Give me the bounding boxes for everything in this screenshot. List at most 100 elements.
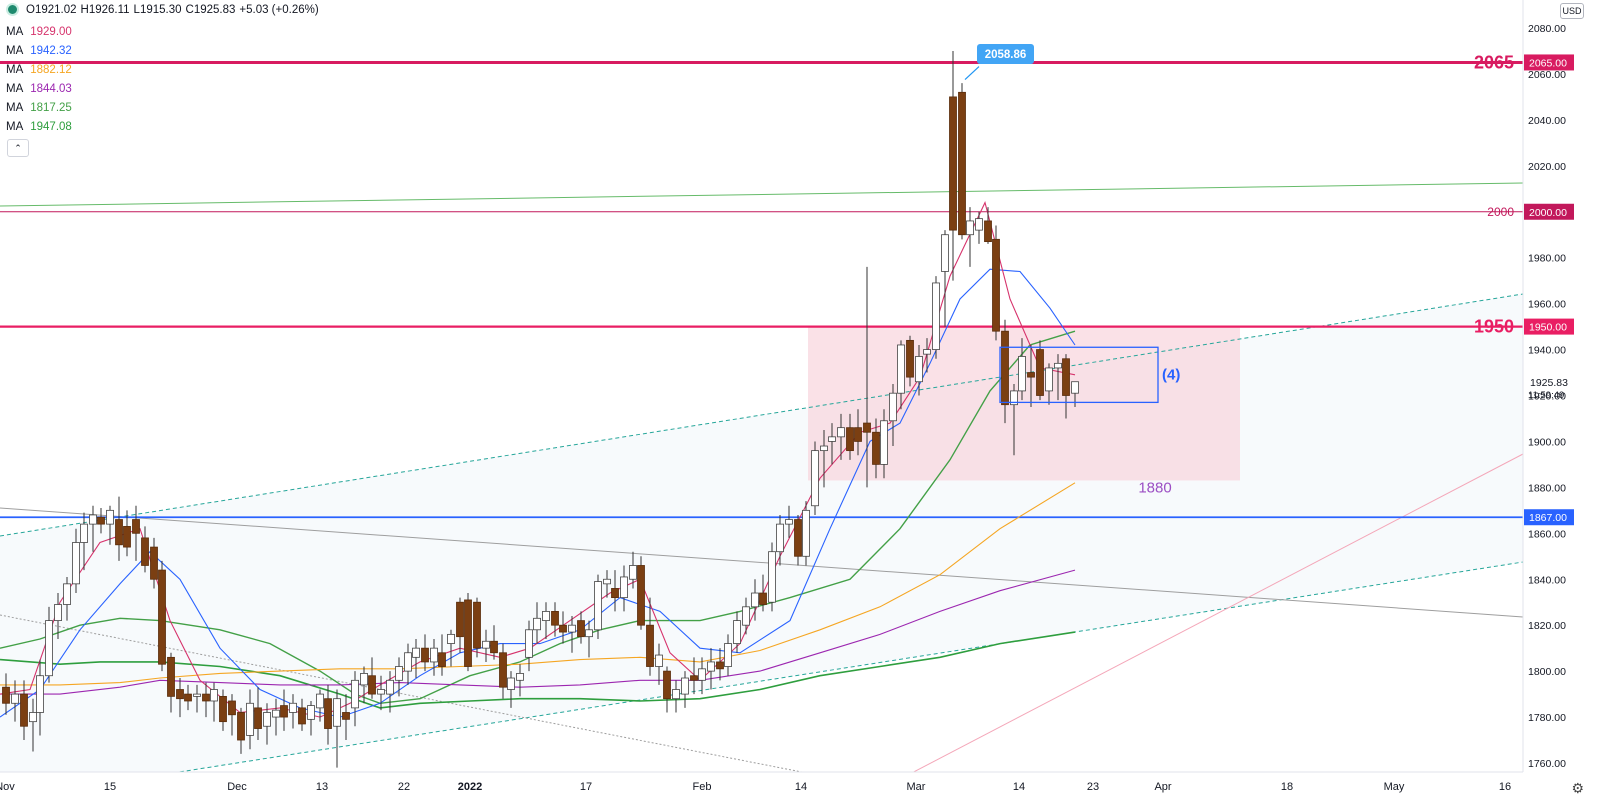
ma-row[interactable]: MA 1882.12: [6, 61, 72, 80]
ma-value: 1942.32: [30, 45, 72, 57]
candle-body: [768, 551, 776, 603]
candle-body: [298, 707, 306, 725]
candle-body: [115, 519, 123, 546]
time-tick-label: Feb: [693, 781, 712, 793]
candle-body: [351, 679, 359, 709]
candle-body: [759, 592, 767, 605]
candle-body: [949, 96, 957, 231]
candle-body: [742, 606, 750, 626]
candle-body: [80, 523, 88, 543]
price-tick-label: 1840.00: [1528, 574, 1566, 586]
candle-body: [906, 339, 914, 378]
candle-body: [507, 677, 515, 690]
candle-body: [2, 686, 10, 704]
ma-row[interactable]: MA 1844.03: [6, 80, 72, 99]
time-tick-label: 23: [1087, 781, 1099, 793]
ma-value: 1882.12: [30, 64, 72, 76]
time-tick-label: Apr: [1154, 781, 1171, 793]
candle-body: [663, 670, 671, 700]
price-tick-label: 2080.00: [1528, 23, 1566, 35]
price-level-badge: [1524, 509, 1574, 526]
ma-row[interactable]: MA 1817.25: [6, 99, 72, 118]
time-tick-label: Dec: [227, 781, 247, 793]
descending-trendline: [0, 507, 1524, 618]
candle-body: [438, 652, 446, 667]
candle-body: [707, 661, 715, 672]
candle-body: [1018, 356, 1026, 392]
bar-countdown-label: 11:59:49: [1528, 390, 1564, 401]
candle-body: [464, 599, 472, 667]
candle-body: [716, 661, 724, 670]
time-tick-label: 15: [104, 781, 116, 793]
candle-body: [915, 356, 923, 383]
ma-row[interactable]: MA 1947.08: [6, 118, 72, 137]
ma-row[interactable]: MA 1929.00: [6, 23, 72, 42]
candle-body: [690, 675, 698, 681]
candle-body: [342, 712, 350, 720]
candle-body: [802, 509, 810, 557]
price-tick-label: 2020.00: [1528, 161, 1566, 173]
price-level-badge: [1524, 203, 1574, 220]
candle-body: [958, 91, 966, 236]
candle-body: [141, 537, 149, 566]
candle-body: [132, 519, 140, 534]
ma-value: 1947.08: [30, 121, 72, 133]
level-label: 2000: [1487, 205, 1514, 219]
candle-body: [525, 629, 533, 658]
pink-trendline: [859, 453, 1524, 801]
price-tick-label: 1980.00: [1528, 253, 1566, 265]
candle-body: [150, 546, 158, 580]
candle-body: [646, 624, 654, 667]
candle-body: [672, 689, 680, 700]
candle-body: [837, 427, 845, 438]
candle-body: [54, 604, 62, 621]
moving-average-line: [0, 200, 1076, 718]
candle-body: [1071, 381, 1079, 394]
candle-body: [360, 673, 368, 686]
ma-label: MA: [6, 102, 24, 114]
candle-body: [430, 647, 438, 663]
time-tick-label: 2022: [458, 781, 482, 793]
candle-body: [594, 581, 602, 631]
candle-body: [941, 234, 949, 272]
candle-body: [368, 675, 376, 695]
price-tick-label: 1960.00: [1528, 299, 1566, 311]
candle-body: [533, 617, 541, 631]
candle-body: [482, 640, 490, 649]
collapse-legend-button[interactable]: ⌃: [7, 139, 29, 157]
time-tick-label: 16: [1499, 781, 1511, 793]
settings-gear-icon[interactable]: ⚙: [1571, 780, 1584, 796]
candle-body: [237, 712, 245, 741]
candle-body: [219, 695, 227, 723]
ma-label: MA: [6, 64, 24, 76]
candle-body: [551, 611, 559, 626]
resistance-trendline: [0, 182, 1524, 207]
price-tick-label: 1820.00: [1528, 620, 1566, 632]
time-axis: [0, 772, 1600, 803]
currency-button[interactable]: USD: [1560, 3, 1584, 19]
candle-body: [307, 705, 315, 720]
candle-body: [97, 516, 105, 525]
candle-body: [490, 640, 498, 654]
price-level-badge-label: 2065.00: [1529, 57, 1567, 69]
candle-body: [629, 565, 637, 580]
candle-body: [637, 565, 645, 626]
candle-body: [966, 220, 974, 236]
candle-body: [36, 675, 44, 713]
channel-fill: [0, 294, 1523, 800]
time-tick-label: 18: [1281, 781, 1293, 793]
candle-body: [603, 578, 611, 585]
ma-value: 1817.25: [30, 102, 72, 114]
price-tick-label: 1920.00: [1528, 391, 1566, 403]
candle-body: [932, 282, 940, 350]
price-tick-label: 1900.00: [1528, 436, 1566, 448]
consolidation-box: [999, 346, 1159, 404]
ma-row[interactable]: MA 1942.32: [6, 42, 72, 61]
candle-body: [872, 431, 880, 465]
ohlc-low: L1915.30: [133, 3, 182, 16]
ohlc-legend: O1921.02 H1926.11 L1915.30 C1925.83 +5.0…: [6, 3, 319, 16]
candle-body: [333, 698, 341, 727]
peak-callout-label: 2058.86: [985, 49, 1027, 61]
candle-body: [184, 693, 192, 702]
